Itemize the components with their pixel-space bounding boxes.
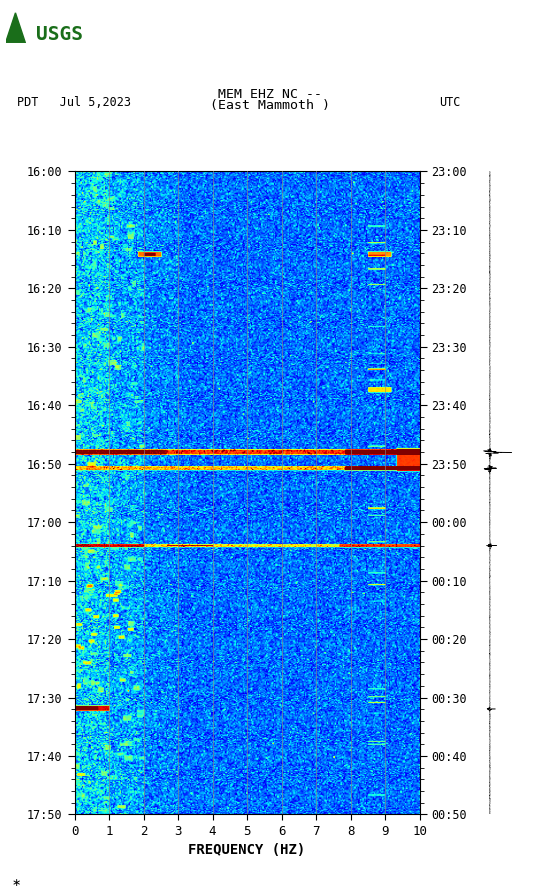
Text: USGS: USGS [36, 25, 83, 44]
Text: UTC: UTC [439, 96, 460, 110]
Text: $\ast$: $\ast$ [11, 877, 21, 888]
Text: (East Mammoth ): (East Mammoth ) [210, 99, 331, 113]
X-axis label: FREQUENCY (HZ): FREQUENCY (HZ) [188, 843, 306, 857]
Polygon shape [6, 13, 25, 43]
Text: PDT   Jul 5,2023: PDT Jul 5,2023 [17, 96, 131, 110]
Text: MEM EHZ NC --: MEM EHZ NC -- [219, 88, 322, 101]
